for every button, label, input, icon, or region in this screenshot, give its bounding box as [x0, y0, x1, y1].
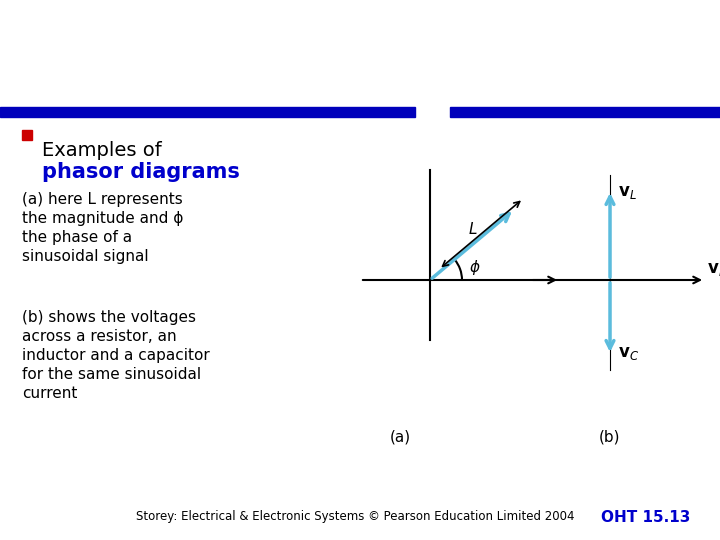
Bar	[0, 107, 415, 117]
Text: sinusoidal signal: sinusoidal signal	[22, 249, 148, 264]
Text: the magnitude and ϕ: the magnitude and ϕ	[22, 211, 184, 226]
Text: (b): (b)	[599, 430, 621, 445]
Text: the phase of a: the phase of a	[22, 230, 132, 245]
Text: $\mathbf{v}_L$: $\mathbf{v}_L$	[618, 183, 636, 201]
Text: for the same sinusoidal: for the same sinusoidal	[22, 367, 201, 382]
Text: current: current	[22, 386, 77, 401]
Text: (a): (a)	[390, 430, 410, 445]
Text: $\mathbf{v}_C$: $\mathbf{v}_C$	[618, 344, 639, 362]
Text: Storey: Electrical & Electronic Systems © Pearson Education Limited 2004: Storey: Electrical & Electronic Systems …	[136, 510, 575, 523]
Text: (b) shows the voltages: (b) shows the voltages	[22, 310, 196, 325]
Text: OHT 15.13: OHT 15.13	[600, 510, 690, 525]
Text: (a) here L represents: (a) here L represents	[22, 192, 183, 207]
Text: across a resistor, an: across a resistor, an	[22, 329, 176, 344]
Bar	[22, 130, 32, 140]
Text: $L$: $L$	[468, 221, 478, 237]
Text: inductor and a capacitor: inductor and a capacitor	[22, 348, 210, 363]
Text: Examples of: Examples of	[42, 141, 162, 160]
Text: $\phi$: $\phi$	[469, 258, 481, 277]
Text: $\mathbf{v}_R$: $\mathbf{v}_R$	[707, 260, 720, 278]
Bar	[450, 107, 720, 117]
Text: phasor diagrams: phasor diagrams	[42, 162, 240, 182]
